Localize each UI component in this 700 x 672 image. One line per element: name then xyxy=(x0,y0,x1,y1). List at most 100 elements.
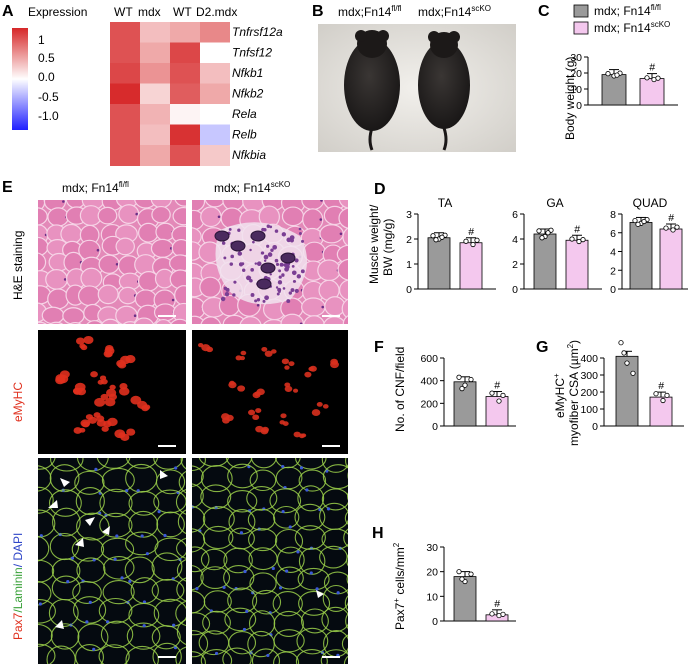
significance-mark: # xyxy=(668,212,674,224)
dapi-nucleus xyxy=(77,667,80,670)
emyhc-positive-fiber xyxy=(228,381,237,389)
nucleus xyxy=(357,253,360,256)
emyhc-positive-fiber xyxy=(103,420,112,428)
gene-label: Tnfrsf12a xyxy=(232,25,283,39)
dapi-nucleus xyxy=(288,525,292,529)
emyhc-positive-fiber xyxy=(237,385,246,392)
emyhc-positive-fiber xyxy=(198,343,204,348)
emyhc-positive-fiber xyxy=(254,391,261,397)
laminin-outline xyxy=(274,458,301,469)
heatmap-cell xyxy=(110,104,140,125)
laminin-outline xyxy=(294,458,327,470)
nucleus xyxy=(254,299,258,303)
svg-text:mdx; Fn14fl/fl: mdx; Fn14fl/fl xyxy=(594,3,661,18)
heatmap-cell xyxy=(140,124,170,146)
heatmap-cell xyxy=(200,83,230,105)
data-point xyxy=(655,75,661,81)
svg-text:mdx; Fn14scKO: mdx; Fn14scKO xyxy=(214,180,290,195)
nucleus xyxy=(266,224,271,228)
muscle-fiber xyxy=(97,284,119,305)
legend-label-wt: mdx; Fn14 xyxy=(594,4,651,18)
nucleus xyxy=(223,256,227,260)
data-point xyxy=(459,576,465,582)
nucleus xyxy=(187,262,190,265)
laminin-outline xyxy=(180,458,186,470)
nucleus xyxy=(275,262,280,266)
heatmap-cell xyxy=(110,145,140,166)
laminin-outline xyxy=(297,567,330,591)
dapi-nucleus xyxy=(326,669,329,672)
panel-letter-g: G xyxy=(536,339,548,356)
emyhc-positive-fiber xyxy=(281,358,290,365)
colorbar-tick: -1.0 xyxy=(38,109,59,123)
laminin-outline xyxy=(347,492,348,501)
y-tick-label: 100 xyxy=(580,404,598,416)
laminin-outline xyxy=(49,464,80,493)
y-tick-label: 6 xyxy=(512,209,518,221)
arrow-icon xyxy=(48,500,58,508)
laminin-outline xyxy=(320,649,348,664)
laminin-outline xyxy=(175,489,186,515)
heatmap-cell xyxy=(140,104,170,125)
data-point xyxy=(459,385,465,392)
data-point xyxy=(632,217,638,224)
laminin-outline xyxy=(100,537,135,561)
laminin-outline xyxy=(321,606,348,633)
nucleus xyxy=(277,287,282,292)
laminin-outline xyxy=(251,648,281,664)
laminin-outline xyxy=(294,525,326,550)
data-point xyxy=(433,237,439,243)
heatmap-cell xyxy=(200,42,230,64)
emyhc-positive-fiber xyxy=(261,346,268,352)
nucleus xyxy=(237,228,241,232)
nucleus xyxy=(256,298,261,302)
emyhc-positive-fiber xyxy=(252,414,260,421)
data-point xyxy=(663,225,669,231)
y-tick-label: 20 xyxy=(570,68,582,80)
muscle-fiber xyxy=(41,306,65,324)
emyhc-positive-fiber xyxy=(100,393,109,401)
muscle-fiber xyxy=(336,244,348,264)
nucleus xyxy=(286,237,292,243)
laminin-outline xyxy=(345,613,348,630)
laminin-outline xyxy=(125,458,159,469)
laminin-outline xyxy=(153,667,186,672)
nucleus xyxy=(277,280,283,285)
panel-a: A Expression 1 0.5 0.0 -0.5 -1.0 WT mdx … xyxy=(2,3,283,166)
dapi-nucleus xyxy=(105,620,110,624)
dapi-nucleus xyxy=(30,488,33,491)
emyhc-positive-fiber xyxy=(282,421,289,426)
laminin-outline xyxy=(128,510,159,538)
emyhc-positive-fiber xyxy=(308,366,314,372)
dapi-nucleus xyxy=(140,534,144,538)
nucleus xyxy=(263,259,267,263)
svg-text:mdx; Fn14fl/fl: mdx; Fn14fl/fl xyxy=(62,180,129,195)
laminin-outline xyxy=(192,565,204,591)
colorbar-tick: -0.5 xyxy=(38,90,59,104)
laminin-outline xyxy=(247,508,276,531)
emyhc-positive-fiber xyxy=(255,408,262,414)
laminin-outline xyxy=(227,463,258,489)
heatmap-cell xyxy=(110,42,140,64)
nucleus xyxy=(96,248,100,252)
if-left-signal xyxy=(30,458,186,672)
emyhc-positive-fiber xyxy=(284,385,293,392)
laminin-outline xyxy=(273,610,304,637)
data-point xyxy=(614,72,620,78)
dapi-nucleus xyxy=(278,586,283,590)
data-point xyxy=(644,75,650,81)
arrow-icon xyxy=(102,526,110,535)
laminin-outline xyxy=(192,651,206,664)
emyhc-positive-fiber xyxy=(316,401,323,407)
nucleus xyxy=(225,287,230,292)
laminin-outline xyxy=(177,509,186,535)
laminin-outline xyxy=(49,667,78,672)
laminin-outline xyxy=(38,559,55,583)
dapi-nucleus xyxy=(299,466,304,470)
nucleus xyxy=(267,252,273,257)
laminin-outline xyxy=(322,584,348,613)
nucleus xyxy=(294,258,299,263)
laminin-outline xyxy=(101,467,135,493)
y-tick-label: 6 xyxy=(610,228,616,240)
nucleus xyxy=(362,236,365,239)
